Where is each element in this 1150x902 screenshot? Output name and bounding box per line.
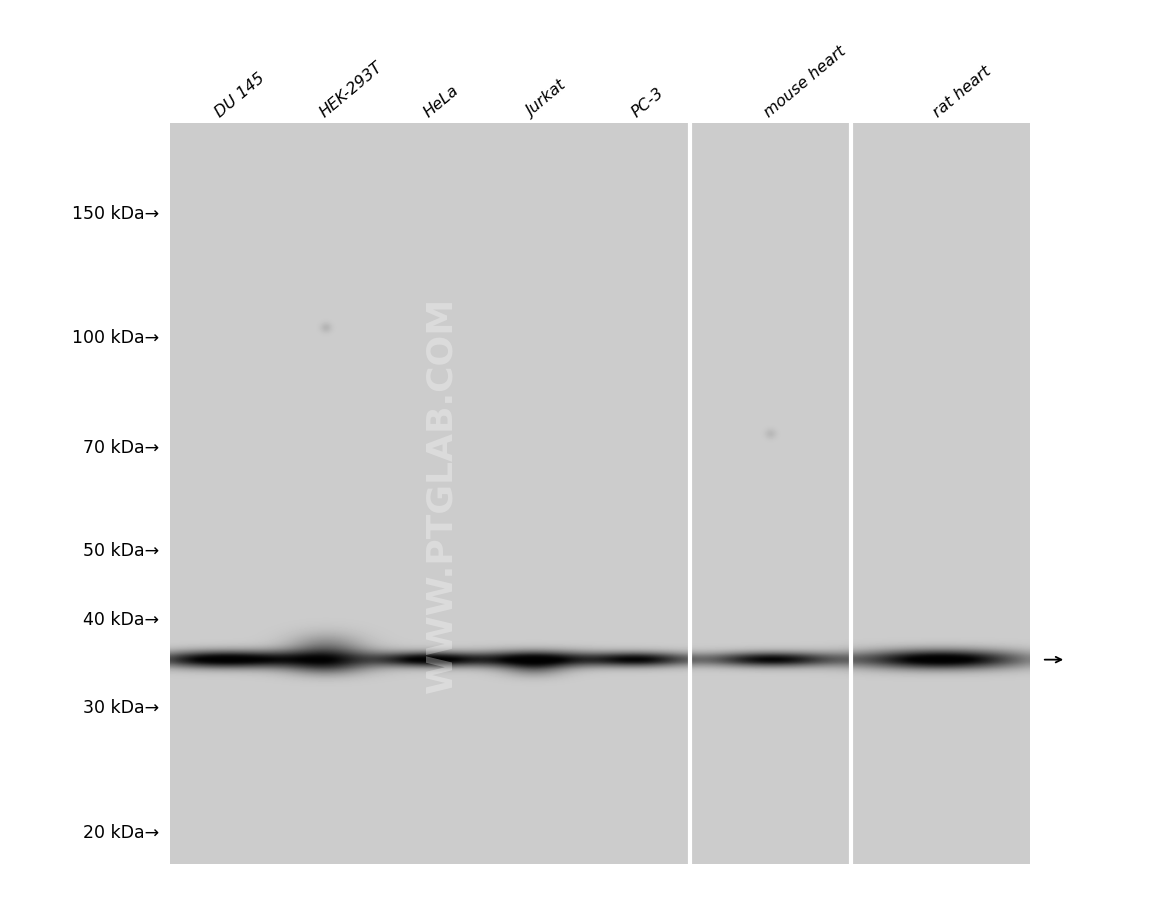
- Text: 40 kDa→: 40 kDa→: [83, 610, 159, 628]
- Text: rat heart: rat heart: [930, 63, 994, 120]
- Text: PC-3: PC-3: [628, 85, 666, 120]
- Text: 100 kDa→: 100 kDa→: [71, 328, 159, 346]
- Text: 50 kDa→: 50 kDa→: [83, 541, 159, 559]
- Text: HeLa: HeLa: [421, 82, 461, 120]
- Text: WWW.PTGLAB.COM: WWW.PTGLAB.COM: [424, 297, 459, 692]
- Text: 30 kDa→: 30 kDa→: [83, 698, 159, 716]
- Text: HEK-293T: HEK-293T: [316, 60, 385, 120]
- Text: mouse heart: mouse heart: [761, 43, 849, 120]
- Text: 70 kDa→: 70 kDa→: [83, 438, 159, 456]
- Text: Jurkat: Jurkat: [524, 78, 570, 120]
- Text: DU 145: DU 145: [213, 70, 268, 120]
- Text: 150 kDa→: 150 kDa→: [71, 204, 159, 222]
- Text: 20 kDa→: 20 kDa→: [83, 823, 159, 841]
